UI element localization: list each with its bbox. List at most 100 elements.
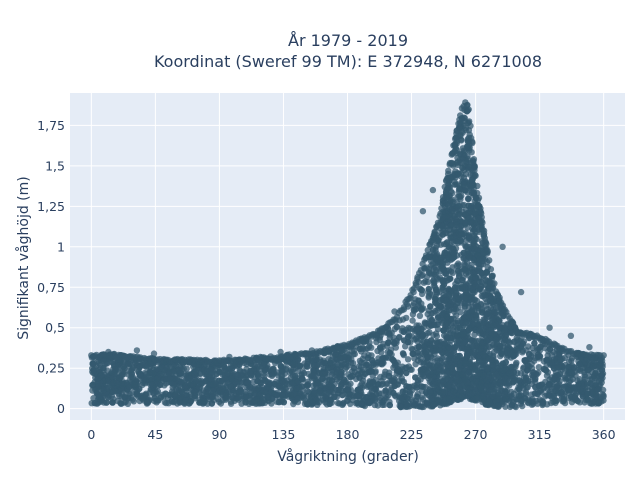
data-point xyxy=(467,183,474,190)
data-point xyxy=(109,358,116,365)
data-point xyxy=(545,392,552,399)
data-point xyxy=(347,380,354,387)
data-point xyxy=(462,262,469,269)
data-point xyxy=(268,372,276,380)
data-point xyxy=(456,324,463,331)
data-point xyxy=(492,336,500,343)
data-point xyxy=(380,401,388,408)
data-point xyxy=(319,375,326,383)
data-point xyxy=(408,396,415,403)
data-point xyxy=(398,395,406,403)
data-point xyxy=(483,376,491,384)
data-point xyxy=(557,390,564,397)
data-point xyxy=(125,371,132,378)
data-point xyxy=(439,367,447,375)
data-point xyxy=(451,344,458,351)
data-point xyxy=(348,348,356,355)
data-point xyxy=(546,376,553,383)
data-point xyxy=(463,270,470,277)
data-point xyxy=(386,334,393,341)
data-point xyxy=(116,374,123,382)
data-point xyxy=(452,319,460,327)
data-point xyxy=(529,369,537,376)
data-point xyxy=(316,387,323,395)
data-point xyxy=(418,394,425,401)
data-point xyxy=(483,310,490,318)
data-point xyxy=(333,375,341,383)
data-point xyxy=(227,383,234,390)
data-point xyxy=(439,277,446,284)
data-point xyxy=(461,376,469,383)
data-point xyxy=(535,369,542,376)
data-point xyxy=(377,344,384,351)
data-point xyxy=(577,386,584,393)
data-point xyxy=(456,231,464,238)
data-point xyxy=(462,211,469,218)
data-point xyxy=(186,375,193,382)
data-point xyxy=(416,403,423,410)
data-point xyxy=(516,377,523,384)
data-point xyxy=(209,394,216,401)
data-point xyxy=(358,401,365,408)
data-point xyxy=(570,364,578,371)
data-point xyxy=(299,383,306,390)
data-point xyxy=(437,254,445,261)
data-point xyxy=(361,382,368,389)
data-point xyxy=(465,163,473,170)
data-point xyxy=(368,368,375,375)
data-point xyxy=(425,285,432,293)
data-point xyxy=(525,377,532,385)
data-point xyxy=(415,297,422,305)
data-point xyxy=(388,377,396,384)
data-point xyxy=(326,396,334,404)
data-point xyxy=(133,391,140,398)
data-point xyxy=(473,297,481,305)
data-point xyxy=(361,359,368,367)
data-point xyxy=(91,399,99,407)
data-point xyxy=(440,399,448,406)
data-point xyxy=(277,362,284,370)
data-point xyxy=(398,374,405,382)
data-point xyxy=(321,359,328,367)
data-point xyxy=(384,339,392,347)
data-point xyxy=(453,339,461,346)
data-point xyxy=(328,377,336,384)
data-point xyxy=(324,365,332,372)
data-point xyxy=(456,272,463,280)
data-point xyxy=(124,400,132,407)
data-point xyxy=(192,377,200,385)
data-point xyxy=(455,260,462,267)
data-point xyxy=(271,391,279,398)
data-point xyxy=(581,359,589,366)
data-point xyxy=(229,365,236,372)
data-point xyxy=(472,243,480,250)
data-point xyxy=(394,359,401,366)
data-point xyxy=(413,384,420,391)
data-point xyxy=(410,402,418,409)
data-point xyxy=(412,374,419,381)
chart-title-line2: Koordinat (Sweref 99 TM): E 372948, N 62… xyxy=(154,52,542,71)
data-point xyxy=(480,351,488,359)
data-point xyxy=(472,337,479,344)
data-point xyxy=(457,387,465,395)
data-point xyxy=(416,312,424,319)
data-point xyxy=(422,278,429,285)
data-point xyxy=(439,231,446,238)
data-point xyxy=(531,376,539,383)
data-point xyxy=(471,210,479,217)
data-point xyxy=(289,360,296,368)
data-point xyxy=(525,399,532,407)
data-point xyxy=(424,354,431,361)
data-point xyxy=(226,388,233,395)
data-point xyxy=(279,392,286,399)
chart-title-line1: År 1979 - 2019 xyxy=(288,31,408,50)
data-point xyxy=(420,360,427,367)
data-point xyxy=(237,372,245,379)
data-point xyxy=(255,384,262,392)
data-point xyxy=(304,382,311,389)
data-point xyxy=(94,383,102,390)
data-point xyxy=(374,402,382,409)
data-point xyxy=(257,380,264,387)
data-point xyxy=(399,316,407,323)
data-point xyxy=(408,345,415,352)
